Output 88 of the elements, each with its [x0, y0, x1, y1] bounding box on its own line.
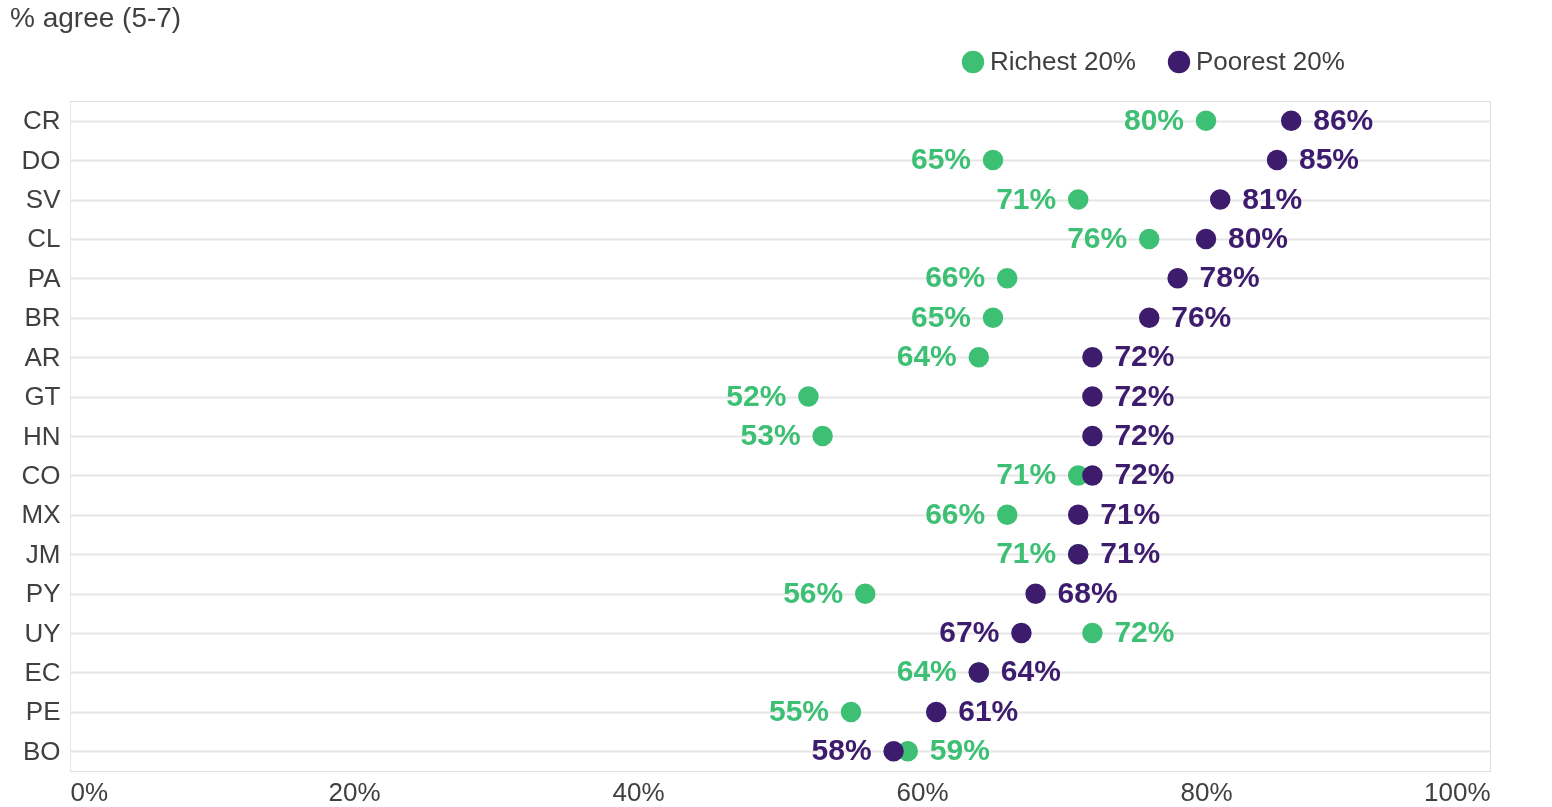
data-label: 64%: [896, 654, 957, 688]
point: [982, 307, 1004, 328]
data-label: 64%: [1000, 654, 1061, 688]
data-label: 80%: [1123, 102, 1184, 136]
y-tick-label: SV: [25, 184, 62, 215]
data-label: 65%: [910, 299, 971, 333]
point: [1025, 583, 1046, 604]
data-label: 65%: [910, 142, 971, 176]
point: [1280, 110, 1302, 131]
point: [883, 741, 904, 762]
y-tick-label: PA: [27, 262, 62, 293]
y-tick-label: JM: [25, 538, 61, 569]
y-tick-label: UY: [24, 617, 61, 648]
data-label: 58%: [811, 733, 872, 767]
point: [1067, 504, 1089, 526]
point: [925, 701, 947, 723]
y-tick-label: EC: [24, 656, 61, 687]
data-label: 72%: [1114, 615, 1175, 649]
y-tick-label: DO: [21, 144, 61, 175]
point: [1195, 110, 1217, 131]
y-tick-label: PY: [25, 578, 61, 609]
y-tick-label: AR: [24, 341, 61, 372]
point: [1011, 622, 1032, 644]
data-label: 64%: [896, 339, 957, 373]
y-tick-label: GT: [24, 381, 61, 412]
data-label: 66%: [925, 260, 986, 294]
data-label: 71%: [1100, 496, 1161, 530]
data-label: 71%: [996, 181, 1057, 215]
data-label: 81%: [1242, 181, 1303, 215]
point: [1138, 228, 1160, 250]
y-tick-label: CO: [21, 459, 61, 490]
data-label: 80%: [1228, 220, 1289, 254]
point: [798, 386, 819, 407]
point: [1266, 149, 1288, 171]
data-label: 71%: [1100, 536, 1161, 570]
data-label: 72%: [1114, 378, 1175, 412]
point: [1195, 228, 1217, 250]
point: [840, 701, 862, 723]
data-label: 66%: [925, 496, 986, 530]
legend-label: Richest 20%: [990, 46, 1136, 76]
x-tick-label: 20%: [328, 776, 381, 807]
data-label: 72%: [1114, 418, 1175, 451]
y-tick-label: PE: [25, 696, 61, 727]
y-tick-label: HN: [22, 420, 61, 451]
x-tick-label: 80%: [1180, 776, 1233, 807]
point: [1082, 386, 1103, 407]
data-label: 67%: [939, 615, 1000, 649]
x-tick-label: 0%: [70, 776, 109, 807]
y-tick-label: CL: [27, 223, 61, 254]
x-tick-label: 40%: [612, 776, 665, 807]
data-label: 68%: [1057, 575, 1118, 609]
y-tick-label: MX: [21, 499, 61, 530]
y-tick-label: CR: [22, 105, 61, 136]
point: [812, 425, 833, 447]
data-label: 78%: [1199, 260, 1260, 294]
data-label: 61%: [958, 693, 1019, 727]
data-label: 56%: [783, 575, 844, 609]
point: [1082, 346, 1103, 368]
point: [982, 149, 1004, 171]
data-label: 72%: [1114, 339, 1175, 373]
y-tick-label: BO: [22, 735, 61, 766]
data-label: 72%: [1114, 457, 1175, 491]
point: [1209, 189, 1231, 210]
data-label: 53%: [740, 418, 801, 451]
point: [968, 346, 990, 368]
data-label: 86%: [1313, 102, 1374, 136]
point: [996, 504, 1018, 526]
point: [1082, 425, 1103, 447]
data-label: 71%: [996, 457, 1057, 491]
point: [1082, 622, 1103, 644]
x-tick-label: 60%: [896, 776, 949, 807]
x-tick-label: 100%: [1424, 776, 1491, 807]
data-label: 76%: [1171, 299, 1232, 333]
data-label: 71%: [996, 536, 1057, 570]
chart-title: % agree (5-7): [10, 2, 182, 33]
point: [1082, 465, 1103, 486]
point: [1067, 189, 1089, 210]
point: [996, 268, 1018, 289]
data-label: 85%: [1299, 142, 1360, 176]
data-label: 59%: [929, 733, 990, 767]
y-tick-label: BR: [24, 302, 61, 333]
data-label: 55%: [768, 693, 829, 727]
point: [1138, 307, 1160, 328]
data-label: 52%: [726, 378, 787, 412]
point: [854, 583, 876, 604]
point: [1167, 268, 1188, 289]
legend-label: Poorest 20%: [1196, 46, 1345, 76]
data-label: 76%: [1067, 220, 1128, 254]
